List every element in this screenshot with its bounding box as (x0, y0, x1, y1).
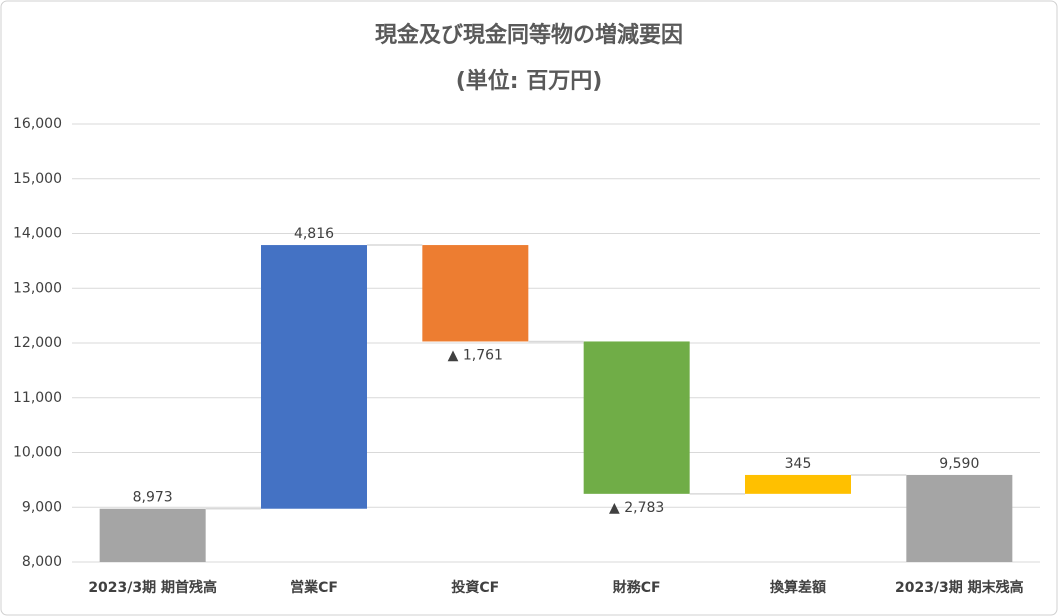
bar (261, 245, 367, 509)
bar (99, 508, 206, 562)
bar (906, 474, 1013, 562)
y-tick-label: 8,000 (22, 554, 62, 570)
x-tick-label: 投資CF (451, 579, 499, 596)
bar (422, 245, 529, 342)
x-tick-label: 営業CF (290, 579, 338, 596)
data-label: ▲ 1,761 (448, 347, 503, 363)
y-tick-label: 14,000 (13, 226, 62, 242)
data-label: 9,590 (939, 456, 979, 472)
y-tick-label: 11,000 (13, 390, 62, 406)
x-tick-label: 2023/3期 期末残高 (895, 579, 1024, 596)
bar (583, 341, 690, 494)
chart-subtitle: (単位: 百万円) (456, 68, 603, 94)
y-tick-label: 16,000 (13, 116, 62, 132)
x-tick-label: 換算差額 (770, 579, 826, 596)
chart-title: 現金及び現金同等物の増減要因 (375, 22, 683, 48)
data-label: 8,973 (133, 490, 173, 506)
x-tick-label: 2023/3期 期首残高 (88, 579, 217, 596)
data-label: 4,816 (294, 226, 334, 242)
y-tick-label: 12,000 (13, 335, 62, 351)
y-tick-label: 10,000 (13, 445, 62, 461)
data-label: 345 (785, 456, 812, 472)
y-tick-label: 9,000 (22, 499, 62, 515)
x-tick-label: 財務CF (612, 579, 661, 596)
y-tick-label: 13,000 (13, 280, 62, 296)
bar (745, 474, 851, 494)
data-label: ▲ 2,783 (609, 500, 664, 516)
y-tick-label: 15,000 (13, 171, 62, 187)
